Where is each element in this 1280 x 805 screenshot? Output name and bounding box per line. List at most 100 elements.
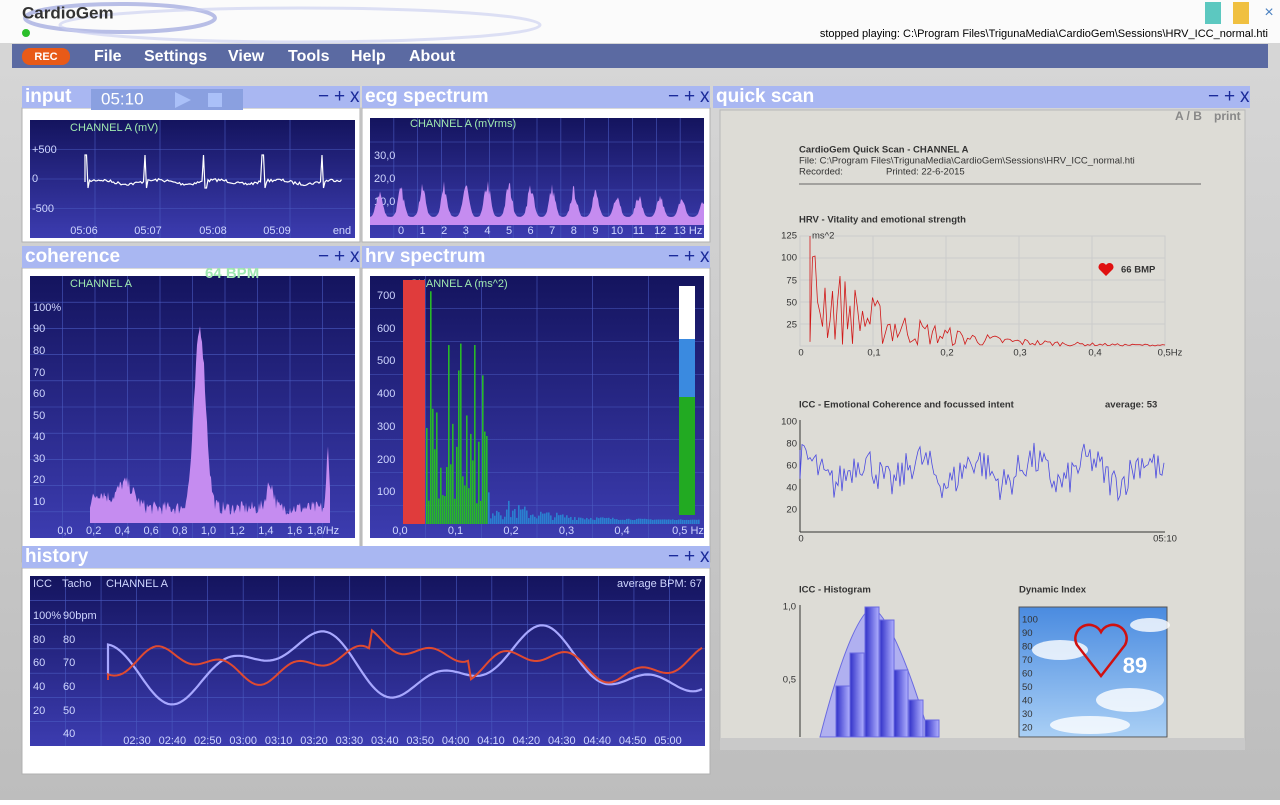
spectrum-bar (530, 515, 532, 524)
spectrum-bar (558, 515, 560, 524)
spectrum-bar (642, 518, 644, 524)
channel-label: CHANNEL A (mV) (70, 122, 158, 134)
y-tick-label: 100 (781, 253, 797, 264)
spectrum-bar (452, 423, 454, 524)
mini-plot (799, 235, 1166, 347)
histogram-bar (835, 685, 851, 738)
y-tick-label: 0,5 (783, 675, 796, 686)
report-printed: Printed: 22-6-2015 (886, 167, 965, 178)
panel-control[interactable]: − (1208, 86, 1219, 107)
spectrum-bar (602, 517, 604, 524)
x-tick-label: 0,4 (614, 525, 629, 537)
panel-control[interactable]: + (334, 86, 345, 107)
print-button[interactable]: print (1214, 109, 1241, 123)
panel-control[interactable]: + (684, 86, 695, 107)
menu-item[interactable]: Help (351, 48, 386, 65)
y-tick-label: 40 (33, 431, 45, 443)
spectrum-bar (598, 518, 600, 524)
stop-button[interactable] (208, 93, 222, 107)
panel-control[interactable]: x (700, 86, 710, 107)
spectrum-bar (644, 518, 646, 524)
spectrum-bar (656, 519, 658, 524)
menu-item[interactable]: About (409, 48, 456, 65)
spectrum-bar (492, 513, 494, 524)
panel-header (22, 246, 360, 268)
scrollbar[interactable] (720, 738, 1245, 750)
panel-control[interactable]: + (1224, 86, 1235, 107)
spectrum-bar (504, 516, 506, 524)
minimize-button[interactable] (1205, 2, 1221, 24)
panel-control[interactable]: x (350, 86, 360, 107)
spectrum-bar (448, 345, 450, 524)
rec-button[interactable] (22, 48, 70, 65)
menu-item[interactable]: File (94, 48, 122, 65)
panel-control[interactable]: − (668, 246, 679, 267)
bpm-label: 66 BMP (1121, 265, 1156, 276)
spectrum-bar (652, 519, 654, 524)
average-label: average: 53 (1105, 400, 1157, 411)
spectrum-bar (596, 517, 598, 524)
y-tick-label: 10 (33, 496, 45, 508)
spectrum-bar (640, 518, 642, 524)
panel-control[interactable]: x (700, 246, 710, 267)
y-tick-label: -500 (32, 203, 54, 215)
chart-title: Dynamic Index (1019, 585, 1087, 596)
legend-item: CHANNEL A (106, 578, 169, 590)
x-tick-label: 0,5Hz (1158, 348, 1183, 359)
menu-item[interactable]: Settings (144, 48, 207, 65)
panel-control[interactable]: x (350, 246, 360, 267)
panel-header (362, 246, 710, 268)
index-value: 89 (1123, 653, 1147, 678)
panel-control[interactable]: − (668, 546, 679, 567)
x-tick-label: 0,5 Hz (672, 525, 704, 537)
plot-area (30, 576, 705, 746)
spectrum-bar (676, 519, 678, 524)
x-tick-label: 0,0 (57, 525, 72, 537)
spectrum-bar (592, 519, 594, 524)
x-tick-label: 0 (398, 225, 404, 237)
legend-item: Tacho (62, 578, 91, 590)
spectrum-bar (454, 498, 456, 524)
panel-control[interactable]: + (684, 246, 695, 267)
y-tick-label: 80 (63, 634, 75, 646)
panel-control[interactable]: − (318, 246, 329, 267)
spectrum-bar (668, 519, 670, 524)
spectrum-bar (444, 496, 446, 524)
histogram-bar (924, 719, 940, 738)
spectrum-bar (474, 344, 476, 524)
maximize-button[interactable] (1233, 2, 1249, 24)
panel-control[interactable]: − (668, 86, 679, 107)
power-bar-green (679, 397, 695, 515)
x-tick-label: 6 (528, 225, 534, 237)
rec-label: REC (34, 51, 57, 63)
x-tick-label: 0,1 (867, 348, 880, 359)
menu-item[interactable]: Tools (288, 48, 330, 65)
panel-control[interactable]: + (334, 246, 345, 267)
x-tick-label: 04:50 (619, 735, 647, 747)
x-tick-label: 1,8/Hz (307, 525, 339, 537)
chart-title: HRV - Vitality and emotional strength (799, 215, 966, 226)
y-tick-label: 80 (786, 439, 797, 450)
heart-icon (1098, 262, 1114, 276)
spectrum-bar (688, 519, 690, 524)
y-tick-label: 80 (33, 345, 45, 357)
x-tick-label: 7 (549, 225, 555, 237)
panel-title: ecg spectrum (365, 86, 489, 107)
spectrum-bar (476, 503, 478, 524)
spectrum-bar (574, 517, 576, 524)
y-tick-label: 70 (33, 367, 45, 379)
menu-item[interactable]: View (228, 48, 265, 65)
panel-control[interactable]: − (318, 86, 329, 107)
spectrum-bar (462, 476, 464, 524)
ab-toggle[interactable]: A / B (1175, 109, 1202, 123)
panel-control[interactable]: x (700, 546, 710, 567)
icc-trace (799, 442, 1165, 502)
close-button[interactable]: × (1264, 4, 1273, 21)
spectrum-bar (486, 436, 488, 524)
spectrum-bar (616, 519, 618, 524)
x-tick-label: 02:30 (123, 735, 151, 747)
panel-control[interactable]: + (684, 546, 695, 567)
panel-control[interactable]: x (1240, 86, 1250, 107)
spectrum-bar (692, 519, 694, 524)
y-tick-label: 20,0 (374, 173, 395, 185)
